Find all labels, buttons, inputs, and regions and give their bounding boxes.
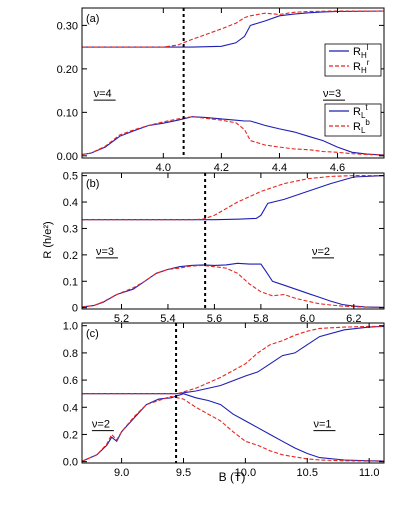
- filling-factor-label: ν=3: [96, 246, 114, 258]
- series-line: [82, 325, 384, 395]
- legend-entry: RHr: [353, 58, 370, 75]
- panel-label: (a): [86, 13, 99, 25]
- series-line: [82, 10, 384, 48]
- y-tick-label: 0.30: [57, 20, 78, 32]
- x-tick-label: 5.2: [114, 313, 129, 325]
- y-tick-label: 0.5: [63, 171, 78, 183]
- x-tick-label: 4.0: [156, 162, 171, 174]
- x-tick-label: 5.8: [253, 313, 268, 325]
- series-line: [82, 175, 384, 221]
- y-tick-label: 0.6: [63, 375, 78, 387]
- x-tick-label: 10.5: [297, 467, 318, 479]
- y-tick-label: 0.4: [63, 197, 78, 209]
- series-line: [82, 264, 384, 308]
- x-tick-label: 6.2: [346, 313, 361, 325]
- panel-a: 4.0 4.2 4.4 4.6 0.00 0.10 0.20 0.30 (a) ν=4 ν=3 RHl…: [57, 7, 385, 174]
- y-tick-label: 0.3: [63, 223, 78, 235]
- x-tick-label: 5.4: [160, 313, 175, 325]
- series-line: [82, 262, 384, 308]
- plot-frame: [81, 172, 385, 310]
- filling-factor-label: ν=2: [92, 419, 110, 431]
- y-tick-label: 0.00: [57, 151, 78, 163]
- panel-label: (c): [86, 328, 99, 340]
- y-tick-label: 0.20: [57, 64, 78, 76]
- series-line: [82, 116, 384, 156]
- filling-factor-label: ν=2: [312, 246, 330, 258]
- plot-frame: [81, 7, 385, 159]
- x-tick-label: 4.2: [214, 162, 229, 174]
- y-tick-label: 1.0: [63, 321, 78, 333]
- y-tick-label: 0.1: [63, 276, 78, 288]
- x-axis-label: B (T): [219, 470, 246, 484]
- series-line: [82, 395, 384, 462]
- filling-factor-label: ν=4: [94, 88, 112, 100]
- series-line: [82, 325, 384, 395]
- x-tick-label: 5.6: [207, 313, 222, 325]
- y-tick-label: 0.8: [63, 348, 78, 360]
- x-tick-label: 4.6: [330, 162, 345, 174]
- series-line: [82, 10, 384, 48]
- x-tick-label: 9.5: [176, 467, 191, 479]
- y-tick-label: 0.0: [63, 457, 78, 469]
- y-tick-label: 0.2: [63, 250, 78, 262]
- filling-factor-label: ν=1: [313, 419, 331, 431]
- x-tick-label: 11.0: [359, 467, 380, 479]
- x-tick-label: 6.0: [300, 313, 315, 325]
- x-tick-label: 9.0: [114, 467, 129, 479]
- legend-entry: RLb: [353, 118, 370, 135]
- y-tick-label: 0: [72, 303, 78, 315]
- panel-label: (b): [86, 178, 99, 190]
- x-tick-label: 4.4: [272, 162, 287, 174]
- y-axis-label: R (h/e²): [42, 221, 54, 258]
- series-line: [82, 393, 384, 462]
- filling-factor-label: ν=3: [323, 88, 341, 100]
- panel-c: 9.0 9.5 10.0 10.5 11.0 0.0 0.2 0.4 0.6 0.8 1.0 (c) ν…: [63, 321, 385, 479]
- series-line: [82, 175, 384, 221]
- plot-frame: [81, 322, 385, 464]
- legend-entry: RLt: [353, 103, 368, 120]
- panel-b: 5.2 5.4 5.6 5.8 6.0 6.2 0 0.1 0.2 0.3 0.4 0.5 (b) ν=3…: [63, 171, 385, 325]
- y-tick-label: 0.2: [63, 429, 78, 441]
- series-line: [82, 116, 384, 156]
- legend-entry: RHl: [353, 43, 369, 60]
- y-tick-label: 0.10: [57, 107, 78, 119]
- y-tick-label: 0.4: [63, 402, 78, 414]
- x-tick-label: 10.0: [235, 467, 256, 479]
